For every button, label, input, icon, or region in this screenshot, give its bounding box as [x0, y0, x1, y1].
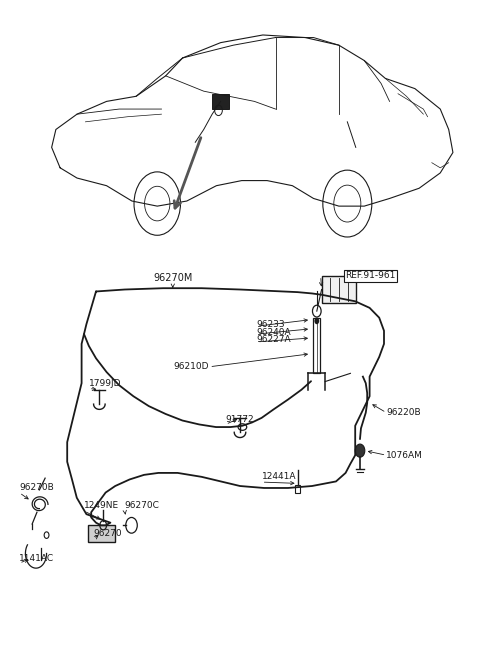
Text: 96270C: 96270C [125, 501, 160, 510]
Text: 1799JD: 1799JD [89, 379, 121, 388]
Text: 96233: 96233 [257, 320, 286, 329]
Text: 96270: 96270 [94, 529, 122, 538]
Text: REF.91-961: REF.91-961 [346, 271, 396, 280]
Text: 96270B: 96270B [19, 483, 54, 493]
Text: 91772: 91772 [226, 415, 254, 424]
Circle shape [355, 444, 365, 457]
Bar [313, 318, 320, 373]
Ellipse shape [238, 424, 247, 430]
Text: 1141AC: 1141AC [19, 553, 54, 563]
Text: 96210D: 96210D [173, 362, 209, 371]
Text: 12441A: 12441A [262, 472, 296, 481]
Text: 1249NE: 1249NE [84, 501, 119, 510]
Bar [295, 485, 300, 493]
Bar [212, 94, 229, 109]
Text: 96227A: 96227A [257, 335, 291, 345]
Text: 1076AM: 1076AM [386, 451, 423, 460]
Text: 96220B: 96220B [386, 408, 421, 417]
Text: 96270M: 96270M [153, 273, 192, 284]
Circle shape [314, 318, 319, 324]
Bar [322, 276, 356, 303]
Text: 96240A: 96240A [257, 328, 291, 337]
FancyBboxPatch shape [88, 525, 115, 542]
